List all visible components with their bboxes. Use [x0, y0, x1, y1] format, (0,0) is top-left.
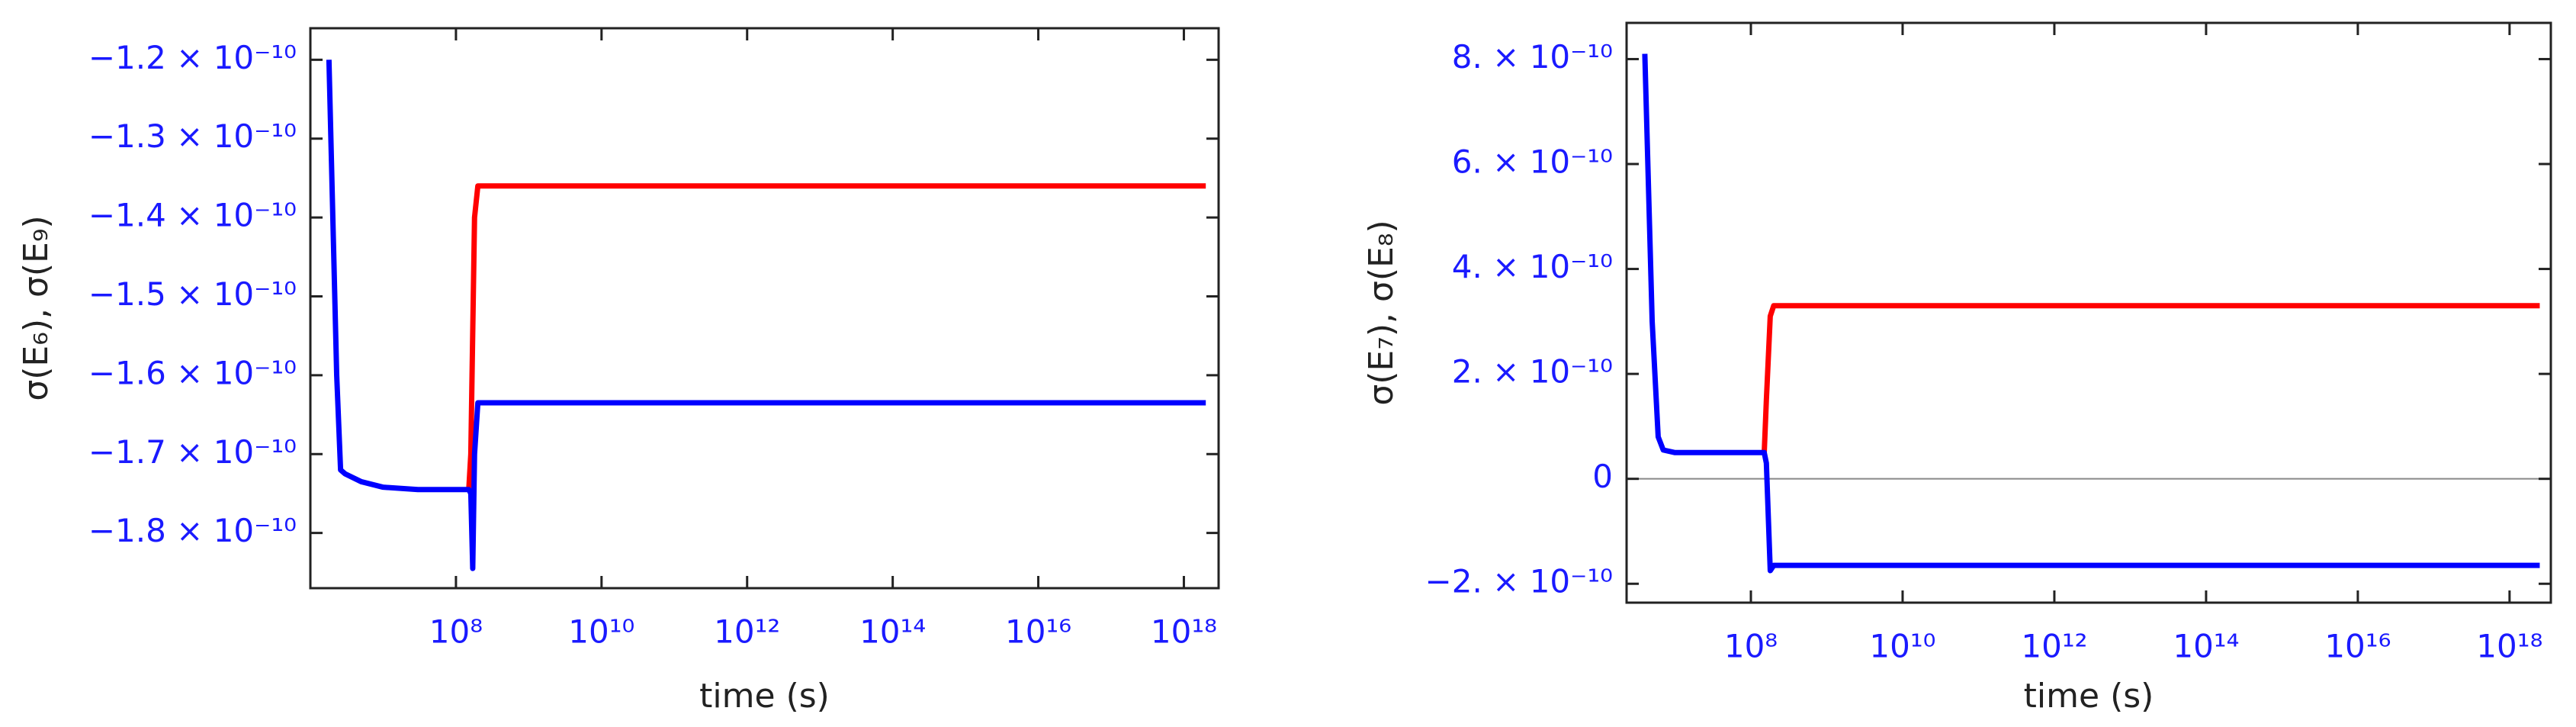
x-tick-label: 10¹⁸ — [2476, 628, 2542, 665]
y-tick-label: −1.7 × 10⁻¹⁰ — [88, 433, 297, 471]
x-tick-label: 10¹² — [2021, 628, 2087, 665]
x-tick-label: 10¹⁴ — [859, 613, 926, 651]
x-axis-title: time (s) — [699, 677, 830, 716]
x-tick-label: 10⁸ — [1724, 628, 1778, 665]
plot-frame — [309, 27, 1220, 590]
chart: −2. × 10⁻¹⁰ 0 2. × 10⁻¹⁰ 4. × 10⁻¹⁰ 6. × 10⁻… — [1362, 21, 2552, 716]
data-line — [1642, 53, 2540, 574]
y-tick-label: −1.4 × 10⁻¹⁰ — [88, 197, 297, 234]
y-tick-label: −1.2 × 10⁻¹⁰ — [88, 39, 297, 76]
y-tick-label: −2. × 10⁻¹⁰ — [1425, 563, 1613, 600]
y-axis-title: σ(E₇), σ(E₈) — [1362, 220, 1401, 405]
y-tick-label: 8. × 10⁻¹⁰ — [1452, 38, 1613, 76]
data-line — [1762, 303, 2540, 453]
x-tick-label: 10¹⁸ — [1151, 613, 1217, 651]
x-tick-label: 10¹⁴ — [2173, 628, 2239, 665]
y-tick-label: −1.5 × 10⁻¹⁰ — [88, 275, 297, 313]
x-tick-label: 10¹⁰ — [568, 613, 634, 651]
x-tick-label: 10¹² — [714, 613, 780, 651]
chart: −1.2 × 10⁻¹⁰ −1.3 × 10⁻¹⁰ −1.4 × 10⁻¹⁰ −1.5… — [17, 27, 1220, 716]
plot-frame — [1625, 21, 2552, 604]
y-tick-label: 2. × 10⁻¹⁰ — [1452, 353, 1613, 391]
y-axis-title: σ(E₆), σ(E₉) — [17, 215, 56, 400]
x-tick-label: 10¹⁰ — [1869, 628, 1935, 665]
y-tick-label: −1.8 × 10⁻¹⁰ — [88, 512, 297, 549]
data-line — [466, 183, 1206, 490]
y-tick-label: 0 — [1592, 458, 1613, 495]
y-tick-label: −1.3 × 10⁻¹⁰ — [88, 117, 297, 155]
data-line — [326, 60, 1206, 571]
x-axis-title: time (s) — [2024, 677, 2154, 716]
y-tick-label: 4. × 10⁻¹⁰ — [1452, 248, 1613, 285]
x-tick-label: 10¹⁶ — [2324, 628, 2391, 665]
x-tick-label: 10⁸ — [429, 613, 483, 651]
y-tick-label: 6. × 10⁻¹⁰ — [1452, 143, 1613, 181]
y-tick-label: −1.6 × 10⁻¹⁰ — [88, 354, 297, 391]
x-tick-label: 10¹⁶ — [1005, 613, 1071, 651]
